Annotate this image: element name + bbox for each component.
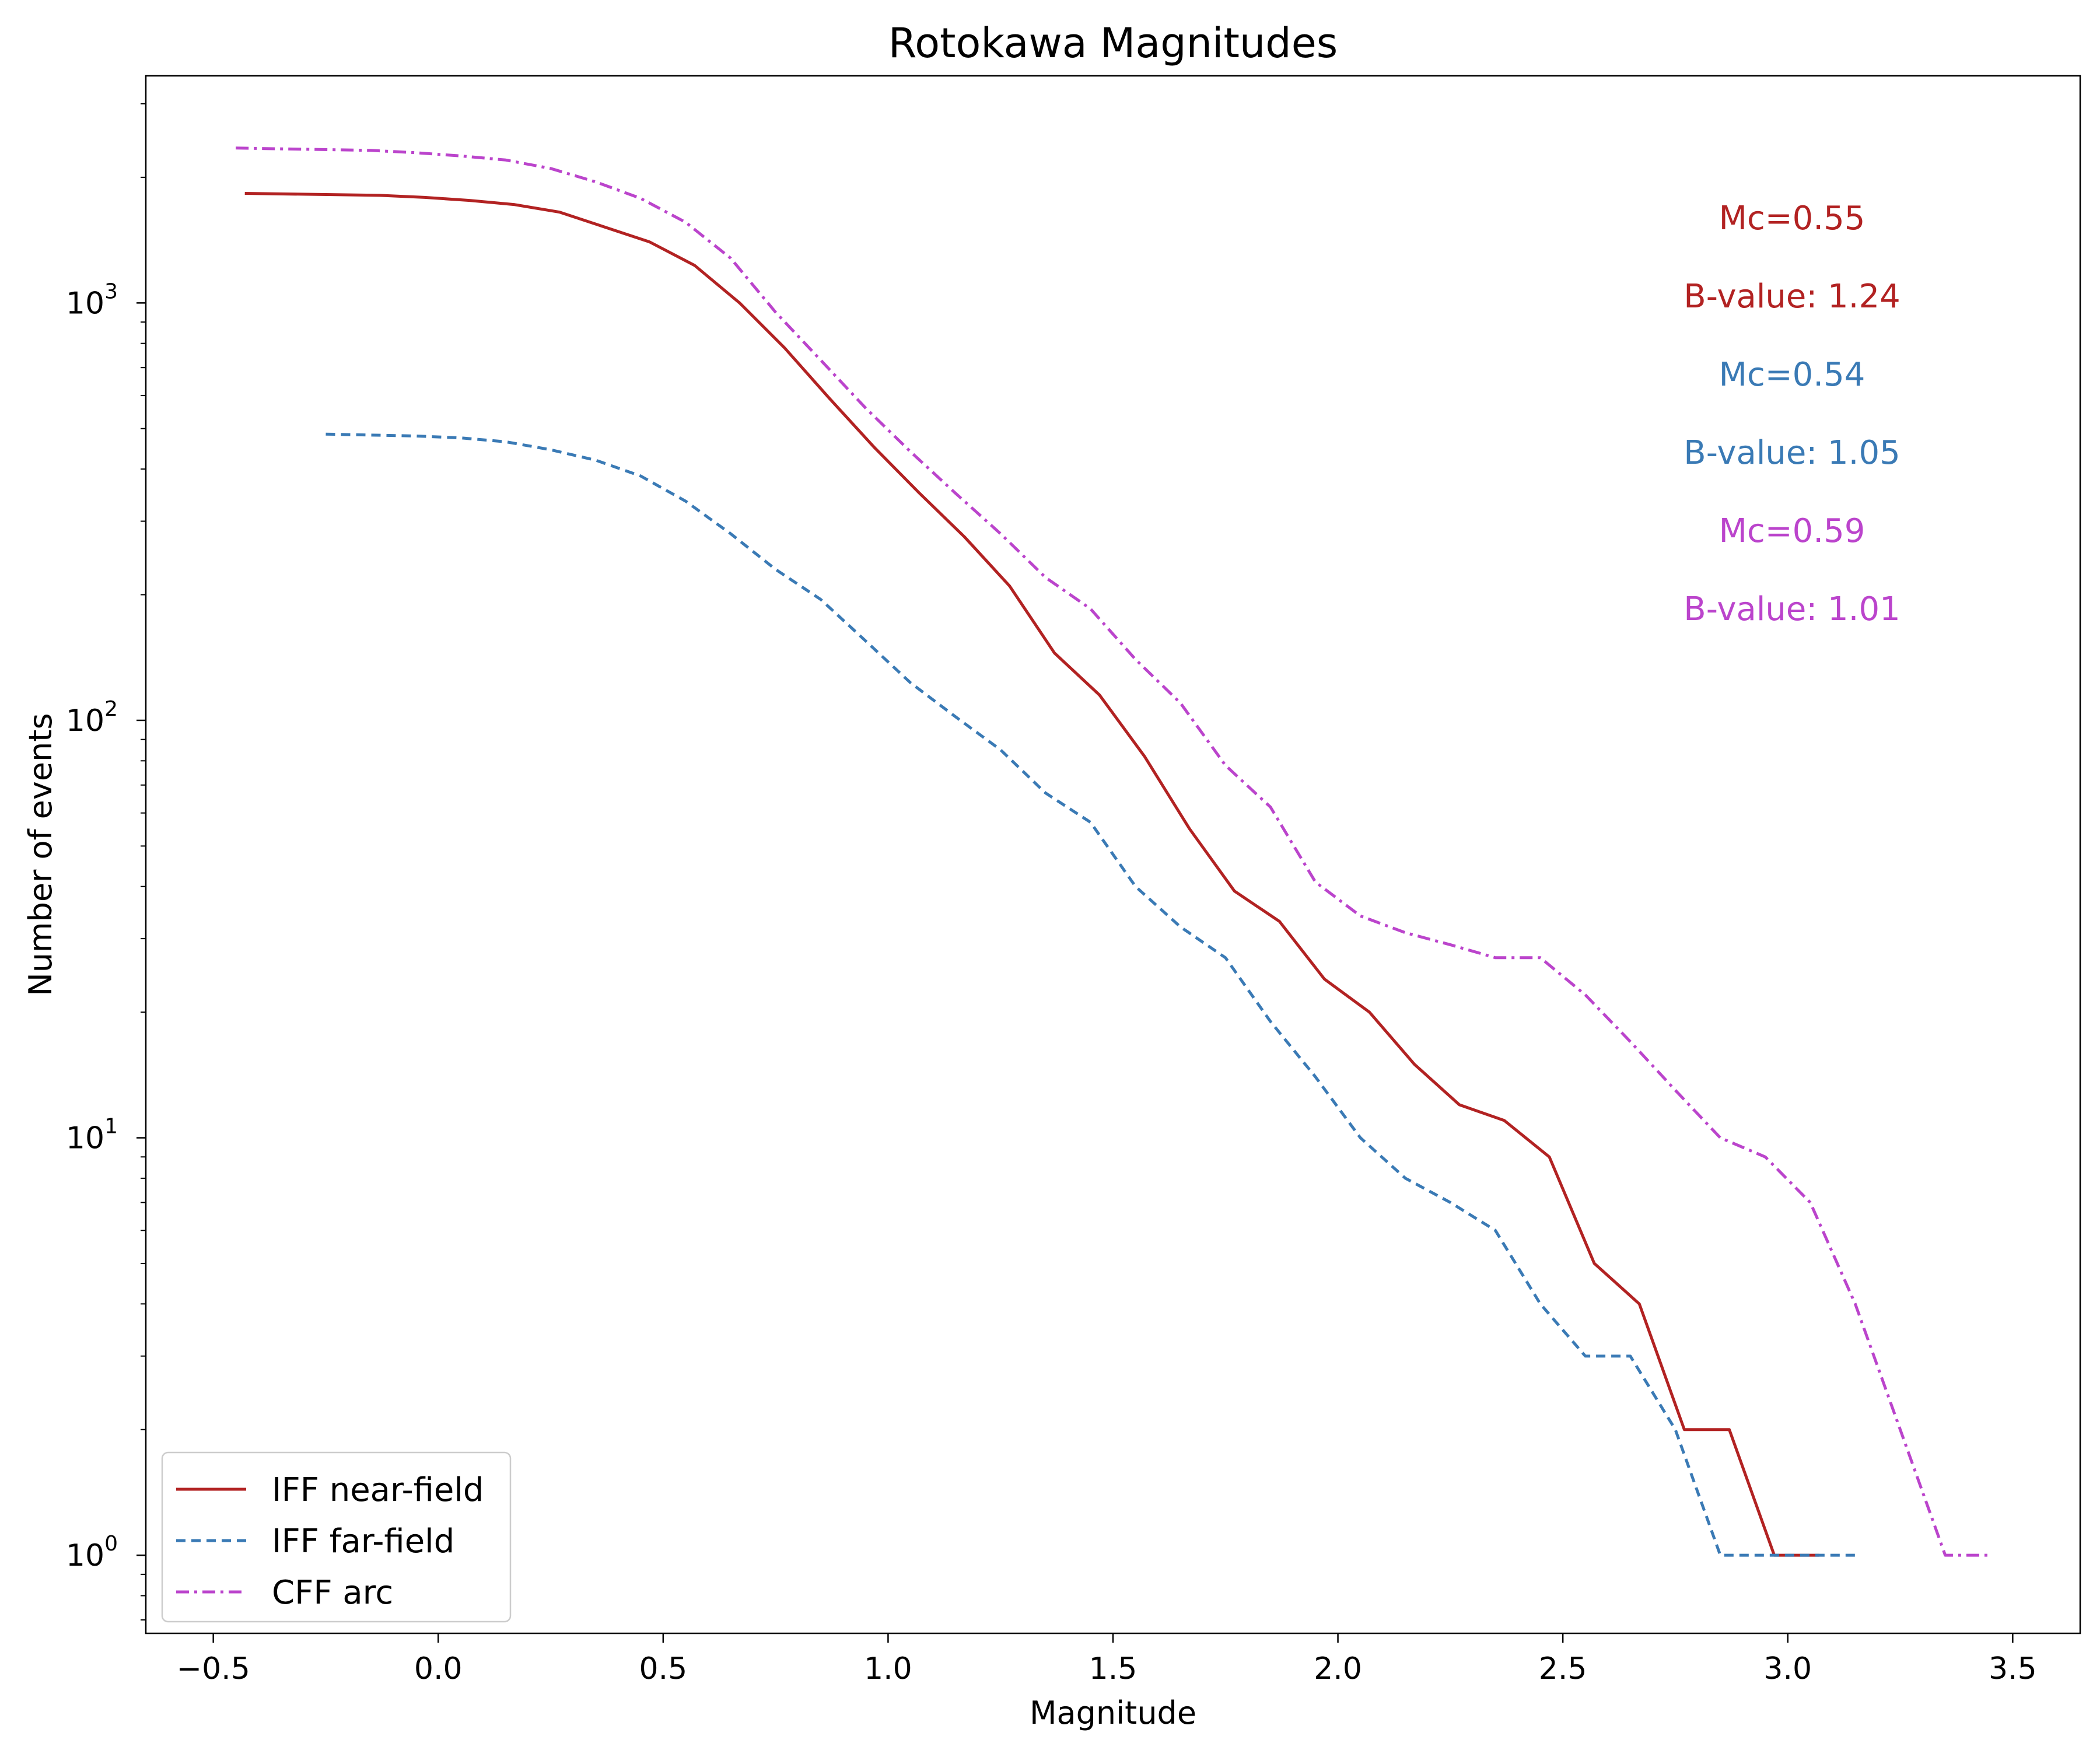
y-axis-label: Number of events: [22, 713, 59, 996]
y-tick-exponent: 2: [104, 697, 118, 721]
x-tick-label: 0.5: [639, 1651, 687, 1686]
x-axis-label: Magnitude: [1030, 1695, 1196, 1731]
series-line-1: [326, 432, 1856, 1557]
series-line-2: [236, 146, 1990, 1557]
legend-label: CFF arc: [272, 1574, 393, 1612]
annotation-text: B-value: 1.01: [1684, 590, 1900, 628]
x-tick-label: 1.0: [864, 1651, 912, 1686]
legend-label: IFF far-field: [272, 1522, 454, 1560]
annotation-text: B-value: 1.05: [1684, 434, 1900, 472]
x-tick-label: 1.5: [1089, 1651, 1138, 1686]
annotation-text: B-value: 1.24: [1684, 278, 1900, 316]
y-tick-exponent: 1: [104, 1115, 118, 1139]
x-tick-label: −0.5: [177, 1651, 250, 1686]
x-tick-label: 3.5: [1989, 1651, 2037, 1686]
legend: IFF near-field IFF far-field CFF arc: [161, 1451, 512, 1623]
chart-title: Rotokawa Magnitudes: [888, 19, 1338, 67]
annotation-text: Mc=0.54: [1719, 356, 1866, 394]
x-tick-label: 3.0: [1763, 1651, 1812, 1686]
series-line-0: [244, 192, 1819, 1557]
x-tick-label: 2.0: [1314, 1651, 1362, 1686]
x-tick-label: 2.5: [1539, 1651, 1587, 1686]
x-tick-label: 0.0: [414, 1651, 463, 1686]
legend-label: IFF near-field: [272, 1471, 484, 1509]
fit-annotations: Mc=0.55 B-value: 1.24 Mc=0.54 B-value: 1.05…: [1684, 200, 1900, 628]
y-tick-exponent: 0: [104, 1532, 118, 1556]
annotation-text: Mc=0.55: [1719, 200, 1866, 237]
legend-box: [161, 1451, 512, 1623]
annotation-text: Mc=0.59: [1719, 512, 1866, 550]
series-lines: [236, 146, 1990, 1557]
x-axis: −0.5 0.0 0.5 1.0 1.5 2.0 2.5 3.0 3.5: [177, 1633, 2037, 1686]
y-tick-exponent: 3: [104, 279, 118, 303]
